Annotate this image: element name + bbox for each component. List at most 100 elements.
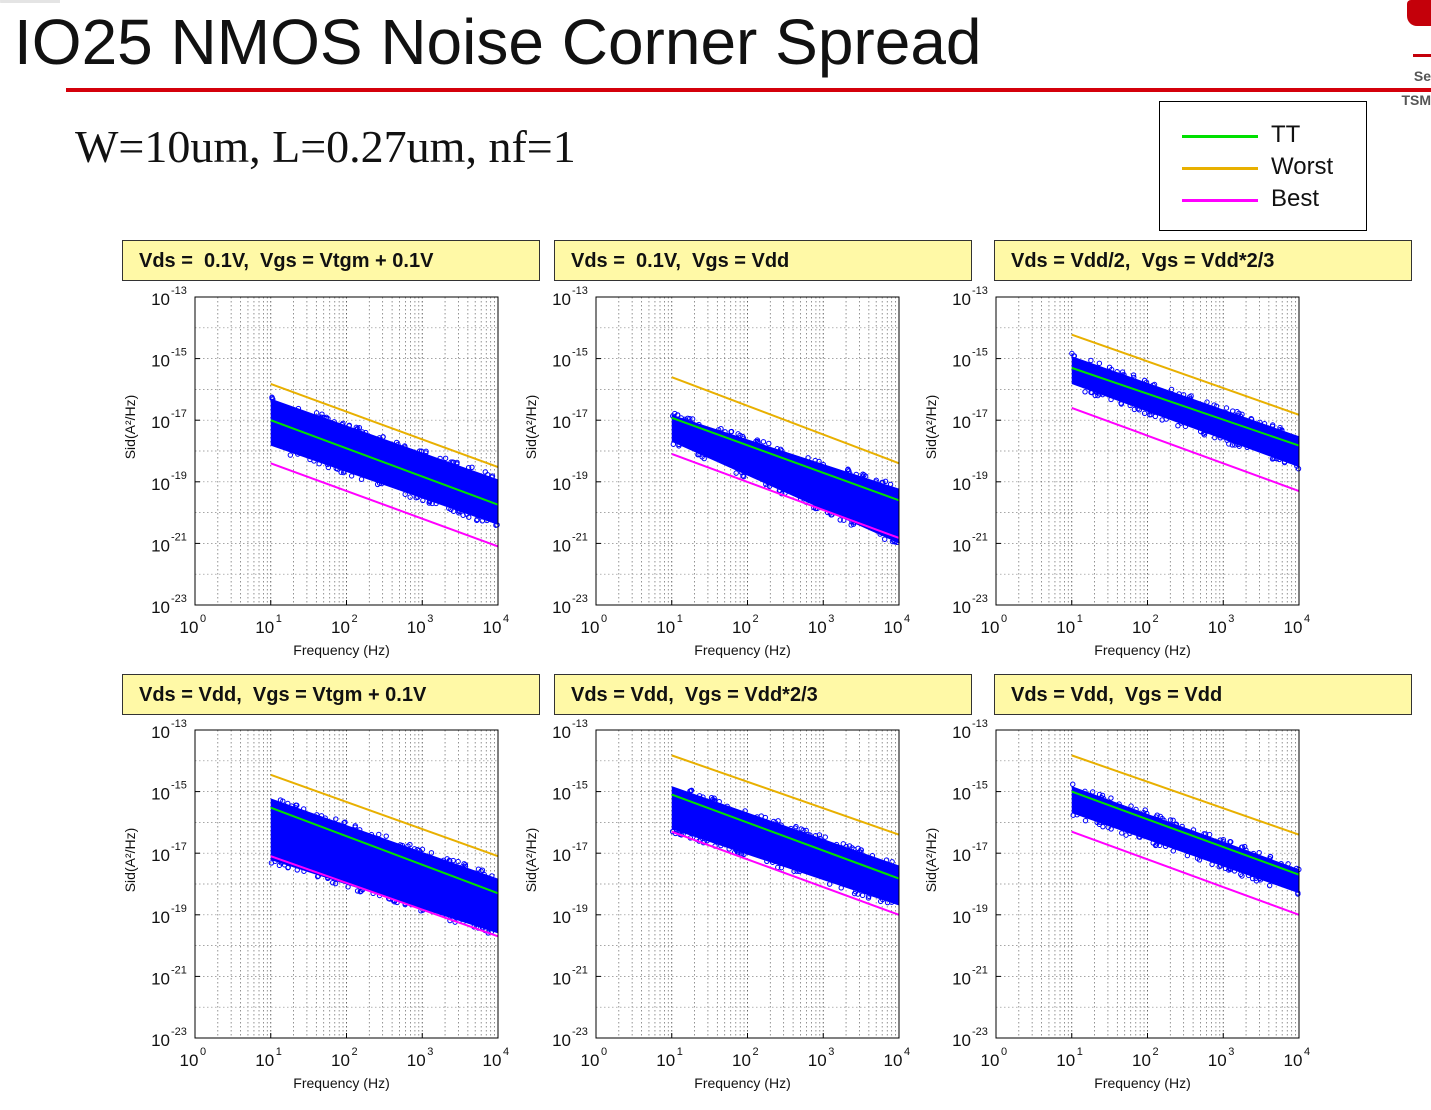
- scatter-point: [311, 458, 317, 464]
- scatter-point: [339, 421, 345, 428]
- scatter-point: [1114, 369, 1120, 375]
- y-tick-label: 10: [552, 969, 571, 988]
- scatter-point: [1176, 391, 1182, 397]
- series-line-best: [1071, 830, 1300, 916]
- x-tick-label: 10: [1056, 1051, 1075, 1070]
- series-line-worst: [671, 754, 900, 836]
- y-tick-exponent: -15: [972, 347, 988, 359]
- y-tick-exponent: -23: [171, 1026, 187, 1038]
- y-tick-exponent: -17: [171, 408, 187, 420]
- scatter-point: [1161, 817, 1167, 824]
- scatter-point: [733, 470, 739, 476]
- series-line-tt: [671, 416, 900, 502]
- scatter-point: [1141, 377, 1148, 384]
- y-tick-label: 10: [151, 969, 170, 988]
- scatter-point: [1100, 796, 1107, 802]
- x-axis-label: Frequency (Hz): [293, 1075, 389, 1091]
- x-tick-label: 10: [732, 1051, 751, 1070]
- y-tick-exponent: -19: [171, 470, 187, 482]
- scatter-point: [1108, 366, 1115, 373]
- scatter-point: [1099, 792, 1106, 799]
- scatter-point: [449, 459, 456, 465]
- x-tick-label: 10: [1208, 618, 1227, 637]
- scatter-point: [301, 868, 307, 874]
- y-tick-exponent: -13: [171, 285, 187, 297]
- x-tick-label: 10: [483, 1051, 502, 1070]
- scatter-point: [1135, 405, 1141, 412]
- y-tick-label: 10: [552, 536, 571, 555]
- scatter-point: [397, 842, 404, 848]
- logo-divider: [1413, 54, 1431, 57]
- scatter-point: [722, 429, 728, 435]
- x-tick-exponent: 0: [1001, 1046, 1007, 1058]
- scatter-point: [890, 537, 897, 544]
- y-tick-label: 10: [552, 475, 571, 494]
- y-tick-exponent: -17: [572, 841, 588, 853]
- scatter-point: [446, 505, 452, 511]
- x-tick-label: 10: [981, 618, 1000, 637]
- scatter-point: [1204, 399, 1210, 405]
- y-tick-label: 10: [952, 785, 971, 804]
- scatter-point: [1269, 423, 1276, 430]
- x-tick-exponent: 2: [351, 1046, 357, 1058]
- scatter-point: [358, 476, 365, 482]
- scatter-point: [838, 885, 844, 891]
- scatter-point: [1162, 843, 1169, 849]
- x-tick-label: 10: [331, 618, 350, 637]
- y-axis-label: Sid(A²/Hz): [523, 395, 539, 460]
- y-tick-label: 10: [952, 846, 971, 865]
- scatter-point: [846, 470, 853, 477]
- scatter-point: [1159, 417, 1165, 423]
- scatter-point: [861, 472, 867, 478]
- scatter-point: [331, 419, 337, 425]
- scatter-point: [840, 841, 846, 847]
- scatter-point: [860, 473, 866, 479]
- scatter-point: [689, 416, 696, 422]
- scatter-point: [378, 480, 385, 487]
- scatter-point: [456, 508, 463, 514]
- scatter-point: [1130, 372, 1137, 378]
- scatter-point: [407, 494, 413, 500]
- scatter-point: [1108, 396, 1114, 403]
- scatter-point: [711, 797, 717, 804]
- chart-legend: TT Worst Best: [1159, 101, 1367, 231]
- y-axis-label: Sid(A²/Hz): [523, 828, 539, 893]
- scatter-point: [1281, 459, 1288, 466]
- scatter-point: [1147, 409, 1153, 415]
- y-axis-label: Sid(A²/Hz): [923, 828, 939, 893]
- scatter-point: [1267, 853, 1274, 860]
- panel-header-4: Vds = Vdd, Vgs = Vtgm + 0.1V: [122, 674, 540, 715]
- scatter-point: [724, 803, 730, 809]
- scatter-point: [792, 825, 798, 831]
- scatter-point: [882, 478, 889, 484]
- scatter-point: [348, 473, 355, 479]
- scatter-point: [851, 846, 857, 852]
- scatter-point: [1229, 442, 1236, 448]
- y-tick-exponent: -19: [171, 903, 187, 915]
- y-tick-exponent: -13: [572, 285, 588, 297]
- scatter-point: [1236, 410, 1242, 417]
- scatter-point: [268, 860, 275, 866]
- scatter-point: [1175, 423, 1181, 429]
- y-tick-exponent: -23: [572, 1026, 588, 1038]
- scatter-point: [778, 864, 785, 871]
- legend-label: Worst: [1271, 153, 1334, 180]
- scatter-point: [428, 850, 435, 856]
- scatter-point: [791, 868, 797, 874]
- x-tick-label: 10: [1208, 1051, 1227, 1070]
- scatter-point: [318, 813, 325, 819]
- x-tick-label: 10: [656, 618, 675, 637]
- x-tick-exponent: 3: [427, 1046, 433, 1058]
- scatter-point: [1239, 844, 1246, 850]
- x-tick-exponent: 2: [1152, 1046, 1158, 1058]
- scatter-point: [1243, 847, 1249, 853]
- x-tick-label: 10: [1284, 618, 1303, 637]
- scatter-point: [1121, 372, 1127, 378]
- scatter-point: [426, 500, 432, 506]
- scatter-point: [402, 491, 408, 497]
- scatter-point: [1222, 865, 1229, 872]
- scatter-point: [1220, 839, 1227, 845]
- x-axis-label: Frequency (Hz): [1094, 1075, 1190, 1091]
